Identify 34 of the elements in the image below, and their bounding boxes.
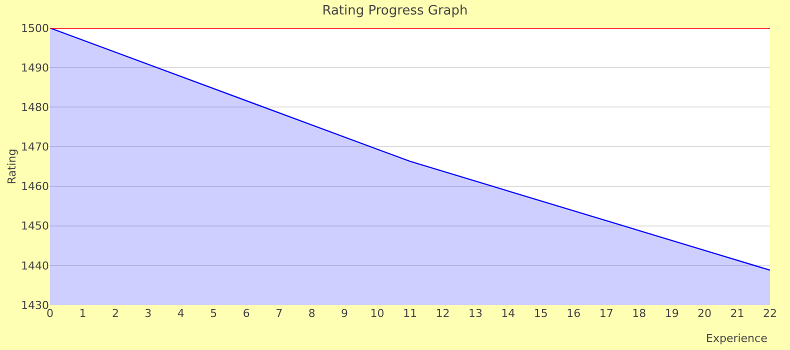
x-tick-label: 6 [242, 307, 250, 320]
x-tick-label: 2 [112, 307, 119, 320]
x-tick-label: 11 [403, 307, 417, 320]
x-tick-label: 7 [276, 307, 283, 320]
x-tick-label: 9 [341, 307, 348, 320]
y-tick-label: 1470 [21, 140, 49, 154]
x-tick-label: 20 [698, 307, 712, 320]
x-tick-label: 16 [566, 307, 581, 320]
x-tick-label: 0 [46, 307, 54, 320]
x-tick-label: 10 [370, 307, 384, 320]
y-tick-label: 1430 [21, 298, 49, 312]
x-tick-label: 15 [534, 307, 548, 320]
x-tick-label: 19 [664, 307, 679, 320]
x-tick-label: 22 [763, 307, 777, 320]
y-tick-label: 1450 [21, 220, 49, 233]
x-tick-label: 13 [468, 307, 482, 320]
x-tick-label: 14 [501, 307, 516, 320]
x-tick-label: 3 [144, 307, 152, 320]
y-tick-label: 1480 [21, 100, 49, 114]
x-tick-label: 12 [436, 307, 450, 320]
x-tick-label: 1 [79, 307, 86, 320]
x-axis-title: Experience [706, 332, 768, 345]
y-tick-label: 1460 [21, 180, 49, 194]
y-tick-label: 1490 [21, 61, 49, 74]
x-tick-label: 18 [632, 307, 646, 320]
x-tick-label: 17 [599, 307, 614, 320]
y-axis-title: Rating [6, 148, 19, 184]
y-tick-label: 1500 [21, 22, 49, 35]
y-tick-label: 1440 [21, 259, 49, 272]
x-tick-label: 21 [730, 307, 744, 320]
chart-title: Rating Progress Graph [322, 3, 468, 18]
x-tick-label: 5 [210, 307, 218, 320]
x-tick-label: 8 [308, 307, 316, 320]
x-tick-label: 4 [177, 307, 184, 320]
